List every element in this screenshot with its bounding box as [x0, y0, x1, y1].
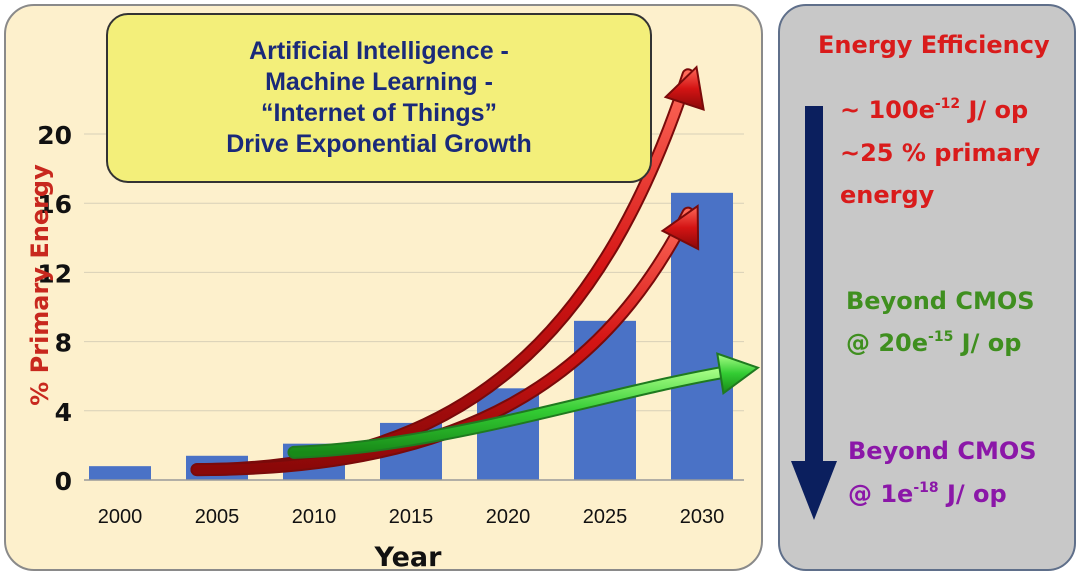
- x-axis-title: Year: [374, 542, 443, 573]
- level1-line2: ~25 % primary: [840, 139, 1041, 167]
- x-tick-label: 2030: [680, 506, 725, 528]
- y-tick-label: 12: [37, 259, 72, 288]
- level2-line2: @ 20e-15 J/ op: [846, 329, 1022, 357]
- title-line-2: Machine Learning -: [265, 68, 493, 96]
- x-tick-label: 2005: [195, 506, 240, 528]
- level2-line1: Beyond CMOS: [846, 287, 1035, 315]
- green-trend-arrow-head: [716, 352, 761, 395]
- x-tick-label: 2020: [486, 506, 531, 528]
- red-trend-arrow-head: [660, 204, 700, 251]
- level3-line2: @ 1e-18 J/ op: [848, 480, 1007, 508]
- efficiency-heading: Energy Efficiency: [818, 31, 1050, 59]
- level3-line1: Beyond CMOS: [848, 437, 1037, 465]
- x-tick-label: 2000: [98, 506, 143, 528]
- y-tick-label: 20: [37, 121, 72, 150]
- x-tick-label: 2025: [583, 506, 628, 528]
- y-tick-label: 0: [55, 467, 72, 496]
- title-line-1: Artificial Intelligence -: [249, 37, 509, 65]
- y-tick-label: 16: [37, 190, 72, 219]
- level1-line1: ~ 100e-12 J/ op: [840, 96, 1029, 124]
- level1-line3: energy: [840, 181, 935, 209]
- chart-title-box: Artificial Intelligence - Machine Learni…: [106, 13, 652, 183]
- title-line-3: “Internet of Things”: [260, 99, 498, 127]
- x-tick-label: 2015: [389, 506, 434, 528]
- y-tick-label: 8: [55, 329, 72, 358]
- x-tick-label: 2010: [292, 506, 337, 528]
- green-trend-arrow: [289, 364, 749, 457]
- y-tick-label: 4: [55, 398, 72, 427]
- title-line-4: Drive Exponential Growth: [226, 130, 532, 158]
- red-trend-arrow: [192, 208, 693, 475]
- bar-2000: [89, 466, 151, 480]
- energy-efficiency-panel: Energy Efficiency ~ 100e-12 J/ op ~25 % …: [778, 4, 1076, 571]
- down-arrow-icon: [791, 106, 837, 520]
- red-trend-arrow-head: [663, 65, 705, 112]
- y-axis-title: % Primary Energy: [26, 164, 54, 406]
